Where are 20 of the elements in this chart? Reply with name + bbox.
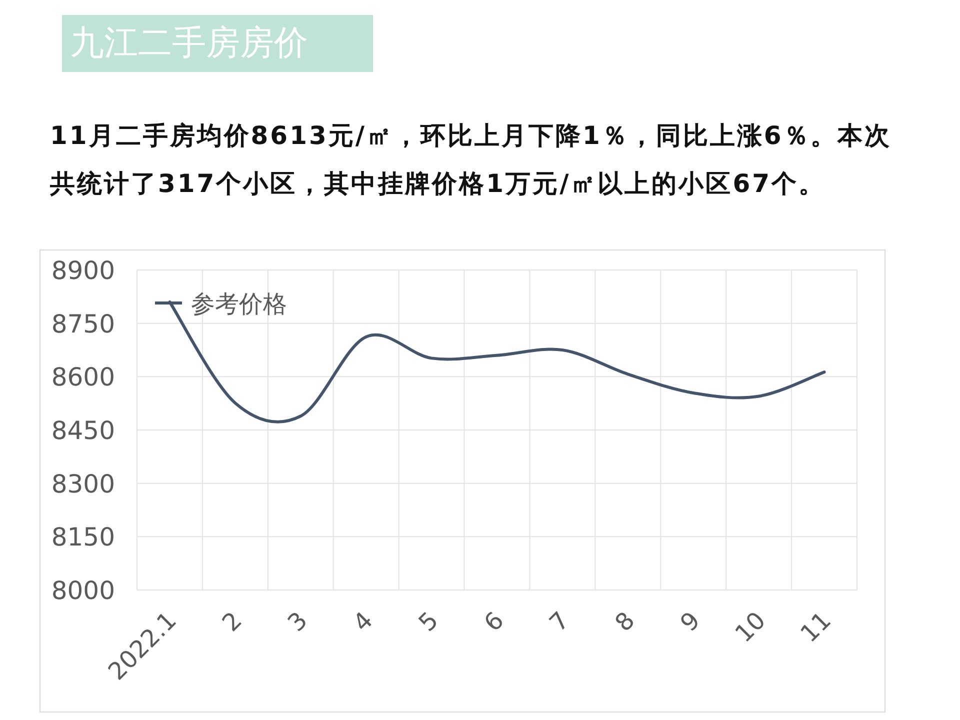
- y-tick-label: 8150: [51, 522, 115, 552]
- x-tick-label: 2: [216, 606, 248, 638]
- y-tick-label: 8000: [51, 576, 115, 605]
- x-tick-label: 8: [610, 606, 640, 638]
- legend-label: 参考价格: [191, 290, 287, 318]
- x-tick-label: 7: [544, 606, 575, 638]
- y-tick-label: 8750: [51, 309, 115, 338]
- chart-title: 九江二手房房价: [62, 15, 373, 72]
- x-tick-label: 5: [413, 606, 444, 638]
- x-tick-label: 4: [348, 606, 378, 638]
- x-tick-label: 11: [795, 606, 837, 648]
- y-tick-label: 8900: [51, 256, 115, 285]
- x-tick-label: 9: [675, 606, 706, 638]
- y-tick-label: 8450: [51, 416, 115, 445]
- chart-subtitle: 11月二手房均价8613元/㎡，环比上月下降1％，同比上涨6％。本次共统计了317个小区，其中挂牌价格1万元/㎡以上的小区67个。: [50, 120, 892, 200]
- x-tick-label: 3: [282, 606, 313, 638]
- y-tick-label: 8600: [51, 362, 115, 392]
- x-tick-label: 10: [730, 606, 772, 648]
- y-tick-label: 8300: [51, 469, 115, 498]
- x-tick-label: 6: [478, 606, 510, 638]
